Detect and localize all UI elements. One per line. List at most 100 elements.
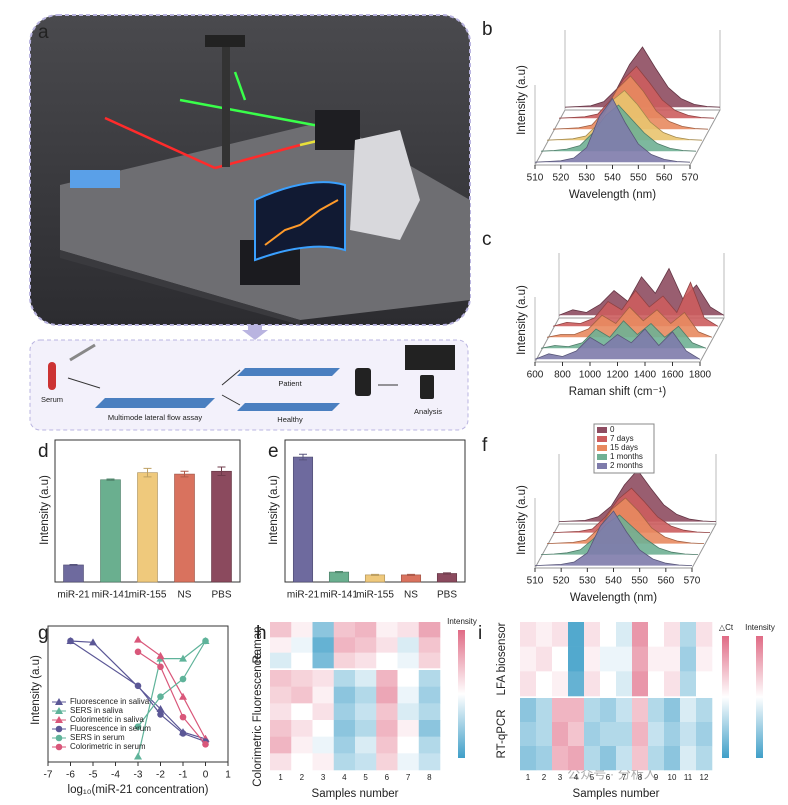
x-tick-label: 4 bbox=[342, 773, 347, 782]
heatmap-cell bbox=[270, 753, 292, 771]
x-axis-label: Wavelength (nm) bbox=[569, 189, 656, 201]
heatmap-cell bbox=[584, 698, 601, 723]
heatmap-cell bbox=[680, 722, 697, 747]
x-tick-label: PBS bbox=[211, 590, 231, 601]
panel-label: g bbox=[38, 623, 49, 644]
heatmap-cell bbox=[696, 646, 713, 672]
marker bbox=[179, 730, 187, 737]
flow-label: Multimode lateral flow assay bbox=[108, 413, 202, 422]
heatmap-cell bbox=[270, 637, 292, 653]
x-tick-label: 3 bbox=[558, 773, 563, 782]
x-tick-label: NS bbox=[404, 590, 418, 601]
panel-label: d bbox=[38, 441, 49, 462]
heatmap-cell bbox=[376, 670, 398, 687]
heatmap-cell bbox=[664, 698, 681, 723]
heatmap-cell bbox=[333, 703, 356, 721]
marker bbox=[179, 675, 187, 683]
heatmap-cell bbox=[648, 722, 665, 747]
heatmap-cell bbox=[376, 720, 398, 737]
x-tick-label: PBS bbox=[437, 590, 457, 601]
x-tick-label: 1600 bbox=[661, 370, 684, 381]
marker bbox=[157, 711, 164, 718]
heatmap-cell bbox=[632, 746, 649, 771]
x-tick-label: 1 bbox=[526, 773, 531, 782]
bar bbox=[328, 571, 350, 583]
heatmap-cell bbox=[568, 671, 585, 697]
x-tick-label: 510 bbox=[527, 173, 544, 184]
x-tick-label: 520 bbox=[552, 173, 569, 184]
colorbar bbox=[756, 636, 763, 758]
x-tick-label: miR-141 bbox=[320, 590, 358, 601]
heatmap-cell bbox=[355, 686, 377, 704]
heatmap-cell bbox=[680, 622, 697, 647]
heatmap-cell bbox=[312, 622, 335, 638]
x-axis-label: Raman shift (cm⁻¹) bbox=[569, 386, 667, 398]
heatmap-cell bbox=[291, 622, 313, 638]
bar bbox=[211, 470, 232, 583]
heatmap-cell bbox=[664, 671, 681, 697]
heatmap-cell bbox=[355, 652, 377, 669]
marker bbox=[156, 704, 165, 712]
heatmap-cell bbox=[376, 736, 398, 754]
x-tick-label: 12 bbox=[700, 773, 709, 782]
marker bbox=[134, 648, 142, 656]
heatmap-cell bbox=[616, 646, 633, 672]
heatmap-cell bbox=[600, 722, 617, 747]
heatmap-cell bbox=[664, 646, 681, 672]
error-bar bbox=[371, 573, 379, 576]
legend-label: Fluorescence in serum bbox=[70, 724, 151, 733]
heatmap-cell bbox=[600, 698, 617, 723]
panel-label: i bbox=[478, 623, 482, 644]
x-tick-label: 0 bbox=[203, 770, 209, 781]
heatmap-cell bbox=[397, 670, 420, 687]
heatmap-cell bbox=[397, 703, 420, 721]
legend-swatch bbox=[597, 454, 607, 460]
heatmap-cell bbox=[680, 671, 697, 697]
y-axis-label: Intensity (a.u) bbox=[30, 655, 42, 725]
heatmap-cell bbox=[696, 698, 713, 723]
heatmap-cell bbox=[568, 622, 585, 647]
heatmap-cell bbox=[552, 646, 569, 672]
panel-label: a bbox=[38, 22, 49, 43]
x-tick-label: 600 bbox=[527, 370, 544, 381]
series-line bbox=[137, 639, 207, 740]
x-tick-label: 7 bbox=[622, 773, 627, 782]
ridge bbox=[534, 510, 693, 566]
marker bbox=[179, 713, 187, 721]
marker bbox=[55, 698, 63, 705]
x-tick-label: -4 bbox=[111, 770, 120, 781]
heatmap-cell bbox=[520, 722, 537, 747]
x-tick-label: 5 bbox=[590, 773, 595, 782]
error-bar bbox=[180, 470, 189, 478]
heatmap-cell bbox=[270, 622, 292, 638]
panel-label: b bbox=[482, 19, 493, 40]
heatmap-cell bbox=[696, 722, 713, 747]
legend-label: SERS in serum bbox=[70, 733, 125, 742]
marker bbox=[55, 725, 63, 733]
x-tick-label: -1 bbox=[179, 770, 188, 781]
legend-label: 7 days bbox=[610, 434, 634, 443]
flow-label: Healthy bbox=[277, 415, 303, 424]
heatmap-cell bbox=[632, 622, 649, 647]
x-tick-label: 570 bbox=[682, 173, 699, 184]
heatmap-cell bbox=[418, 736, 441, 754]
panel-label: f bbox=[482, 435, 488, 456]
y-axis-label: Intensity (a.u) bbox=[39, 475, 51, 545]
bar bbox=[63, 564, 84, 583]
x-tick-label: -5 bbox=[89, 770, 98, 781]
x-tick-label: NS bbox=[178, 590, 192, 601]
heatmap-cell bbox=[418, 637, 441, 653]
x-tick-label: 1400 bbox=[634, 370, 657, 381]
x-tick-label: -6 bbox=[66, 770, 75, 781]
x-tick-label: 6 bbox=[385, 773, 390, 782]
legend-swatch bbox=[597, 445, 607, 451]
x-tick-label: 7 bbox=[406, 773, 411, 782]
heatmap-cell bbox=[664, 746, 681, 771]
heatmap-cell bbox=[270, 652, 292, 669]
bar bbox=[137, 472, 158, 583]
heatmap-cell bbox=[333, 670, 356, 687]
heatmap-cell bbox=[418, 622, 441, 638]
heatmap-cell bbox=[376, 703, 398, 721]
x-tick-label: 530 bbox=[578, 173, 595, 184]
